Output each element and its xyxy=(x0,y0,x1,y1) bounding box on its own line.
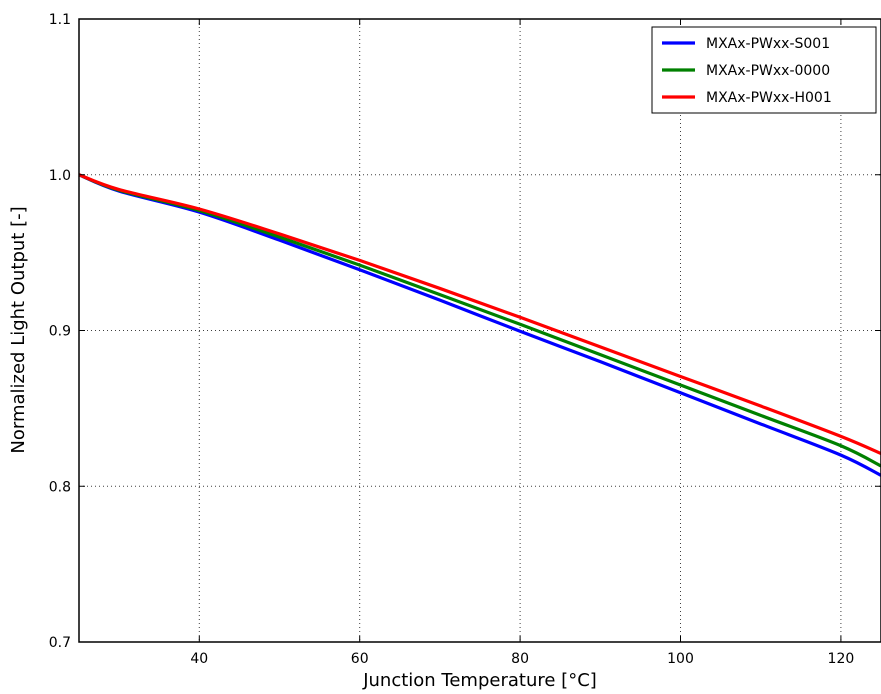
y-tick-label: 0.8 xyxy=(49,479,71,495)
x-axis-ticks: 40 60 80 100 120 xyxy=(190,19,854,667)
x-tick-label: 100 xyxy=(667,651,694,667)
y-tick-label: 1.1 xyxy=(49,12,71,28)
x-tick-label: 60 xyxy=(351,651,369,667)
y-axis-label: Normalized Light Output [-] xyxy=(8,206,29,453)
legend-entry: MXAx-PWxx-S001 xyxy=(706,36,830,52)
y-tick-label: 0.9 xyxy=(49,324,71,340)
series-line-mxax-pwxx-h001 xyxy=(78,173,881,456)
x-tick-label: 40 xyxy=(190,651,208,667)
legend-entry: MXAx-PWxx-0000 xyxy=(706,63,830,79)
grid-lines xyxy=(79,19,881,642)
y-tick-label: 0.7 xyxy=(49,635,71,651)
legend-entry: MXAx-PWxx-H001 xyxy=(706,90,832,106)
x-axis-label: Junction Temperature [°C] xyxy=(362,670,597,691)
x-tick-label: 120 xyxy=(828,651,855,667)
x-tick-label: 80 xyxy=(511,651,529,667)
series-lines xyxy=(78,173,881,477)
y-tick-label: 1.0 xyxy=(49,168,71,184)
y-axis-ticks: 0.7 0.8 0.9 1.0 1.1 xyxy=(49,12,881,651)
legend: MXAx-PWxx-S001 MXAx-PWxx-0000 MXAx-PWxx-H0… xyxy=(651,26,877,114)
